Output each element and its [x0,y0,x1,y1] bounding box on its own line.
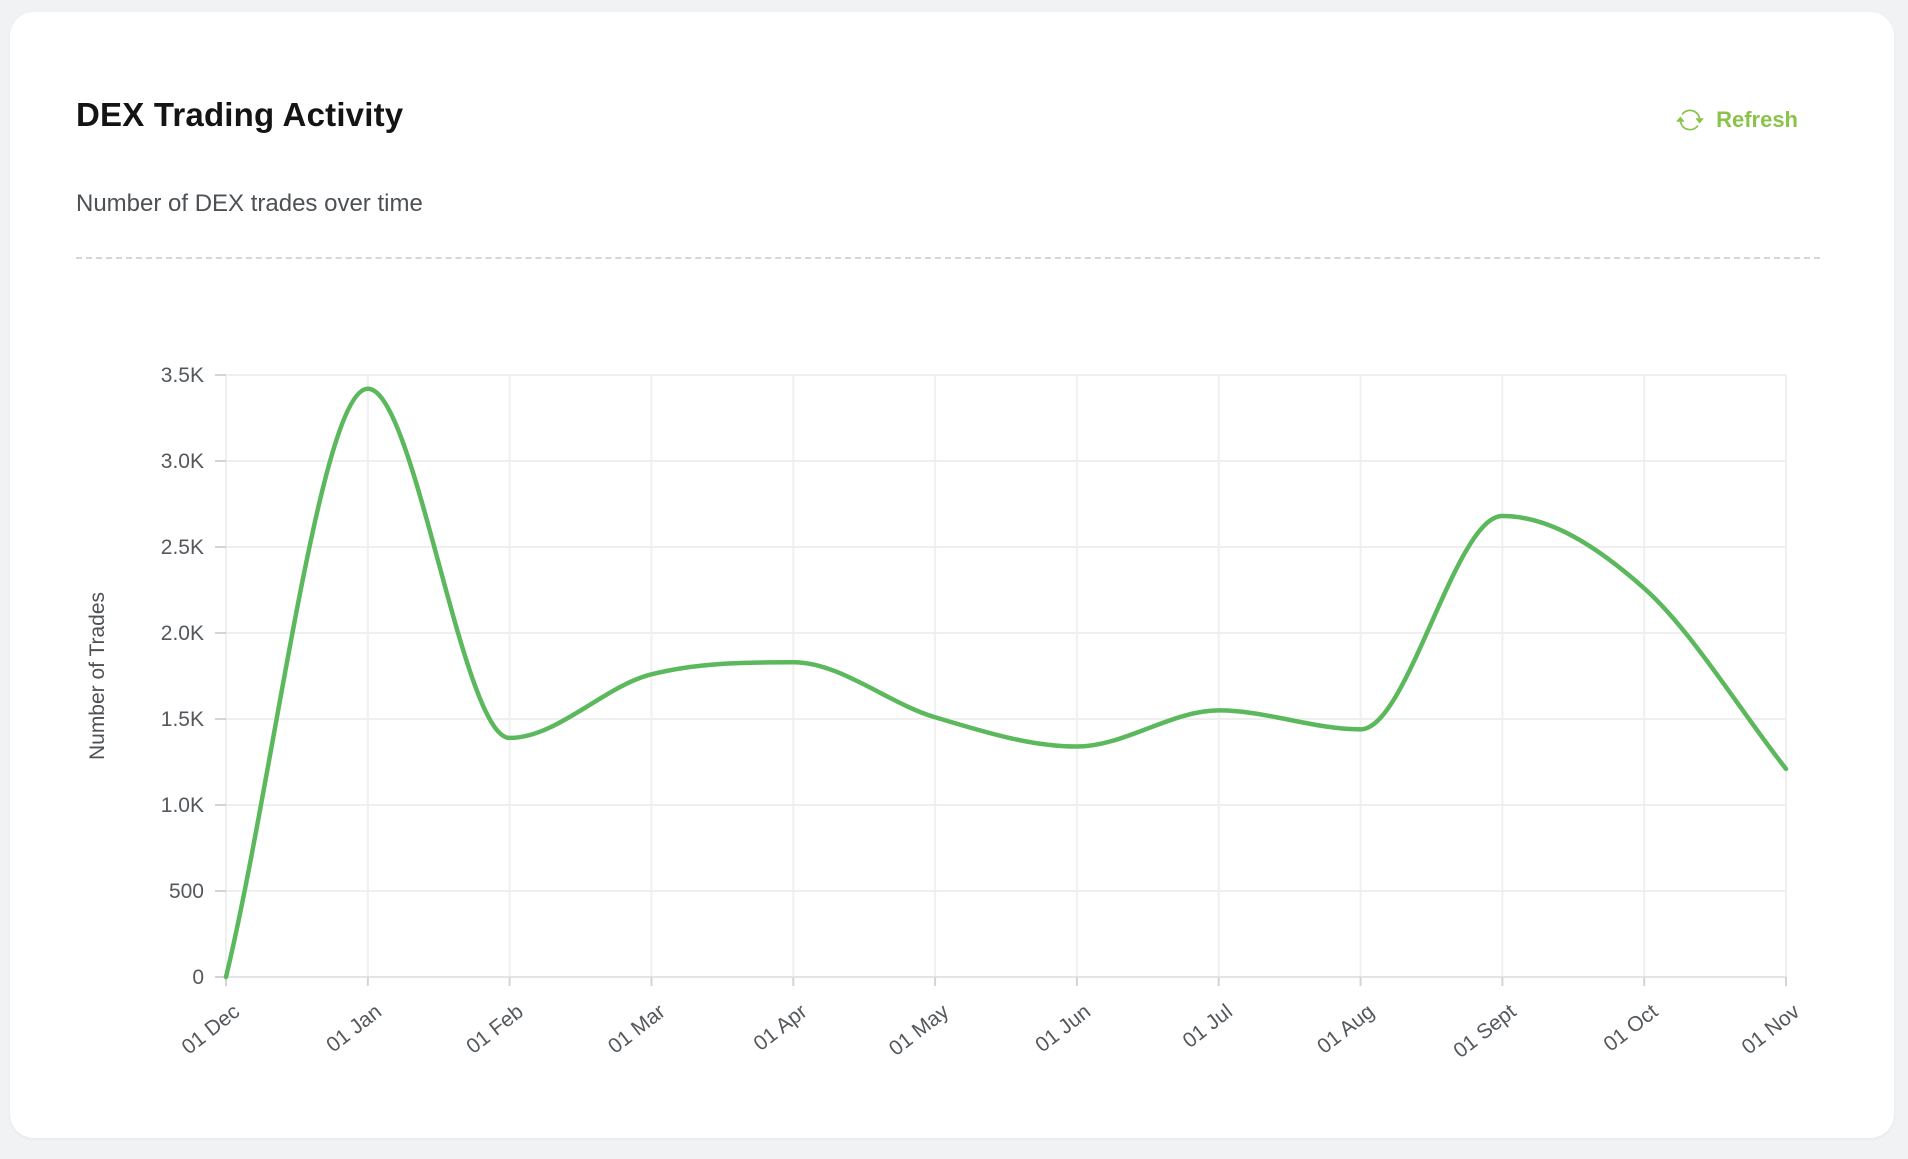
svg-text:01 Jul: 01 Jul [1179,1000,1237,1053]
svg-text:01 Jan: 01 Jan [322,1000,386,1057]
svg-text:1.0K: 1.0K [161,794,204,817]
svg-text:01 Aug: 01 Aug [1313,1000,1379,1058]
svg-text:01 May: 01 May [885,1000,954,1061]
trades-line-series [223,386,1789,980]
dashed-divider [76,257,1820,259]
svg-text:01 Dec: 01 Dec [178,1000,245,1059]
svg-text:01 Apr: 01 Apr [749,1000,811,1056]
svg-text:01 Jun: 01 Jun [1031,1000,1095,1057]
y-axis-labels: 0 500 1.0K 1.5K 2.0K 2.5K 3.0K 3.5K [161,364,204,989]
svg-text:1.5K: 1.5K [161,708,204,731]
svg-text:01 Sept: 01 Sept [1449,1000,1520,1063]
page-title: DEX Trading Activity [76,96,404,133]
chart-subtitle: Number of DEX trades over time [76,190,423,217]
axis-ticks [215,374,1787,986]
refresh-label: Refresh [1716,107,1798,132]
svg-text:01 Oct: 01 Oct [1599,1000,1662,1056]
x-axis-labels: 01 Dec 01 Jan 01 Feb 01 Mar 01 Apr 01 May 01 J… [178,1000,1805,1063]
svg-text:3.5K: 3.5K [161,364,204,387]
svg-text:0: 0 [192,966,204,989]
svg-text:2.0K: 2.0K [161,622,204,645]
gridlines [225,374,1787,978]
y-axis-title: Number of Trades [86,592,109,760]
refresh-button[interactable]: Refresh [1676,106,1798,134]
svg-text:01 Nov: 01 Nov [1738,1000,1805,1059]
chart-card: DEX Trading Activity Refresh Number of D… [10,12,1894,1138]
svg-text:2.5K: 2.5K [161,536,204,559]
svg-text:3.0K: 3.0K [161,450,204,473]
svg-text:500: 500 [169,880,204,903]
svg-text:01 Mar: 01 Mar [604,1000,670,1058]
refresh-icon [1676,106,1704,134]
svg-text:01 Feb: 01 Feb [462,1000,528,1058]
